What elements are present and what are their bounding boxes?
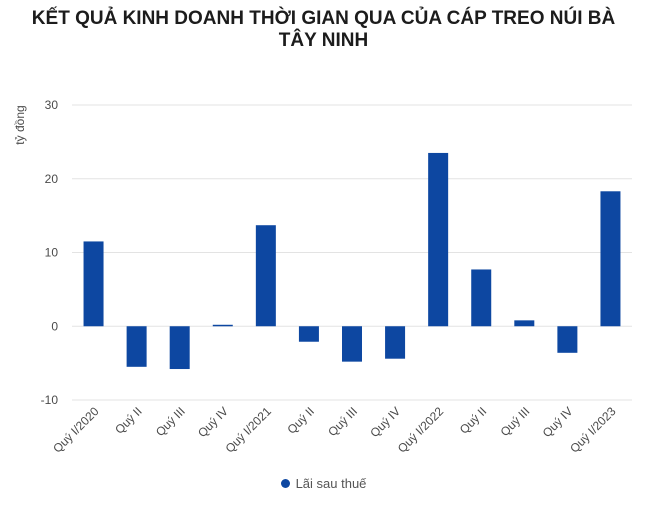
- bar: [428, 152, 449, 327]
- legend-marker: [280, 479, 290, 488]
- x-tick-label: Quý IV: [195, 404, 231, 440]
- x-tick-label: Quý I/2020: [50, 404, 102, 456]
- bar: [514, 320, 535, 327]
- bar: [557, 326, 578, 353]
- y-tick-label: 0: [51, 319, 58, 333]
- x-tick-label: Quý IV: [540, 404, 576, 440]
- grid-lines: [72, 104, 632, 401]
- bar: [212, 324, 233, 327]
- x-tick-label: Quý IV: [367, 404, 403, 440]
- legend: Lãi sau thuế: [0, 476, 647, 491]
- y-tick-label: 20: [45, 172, 59, 186]
- chart-title: KẾT QUẢ KINH DOANH THỜI GIAN QUA CỦA CÁP…: [0, 8, 647, 52]
- y-axis-label: tỷ đồng: [13, 105, 27, 144]
- bar: [126, 326, 147, 367]
- y-tick-label: 30: [45, 98, 59, 112]
- x-tick-label: Quý I/2022: [395, 404, 447, 456]
- chart-title-line-1: KẾT QUẢ KINH DOANH THỜI GIAN QUA CỦA CÁP…: [31, 8, 616, 29]
- x-tick-label: Quý III: [153, 404, 188, 439]
- bar: [471, 269, 492, 327]
- x-tick-label: Quý I/2023: [567, 404, 619, 456]
- x-tick-label: Quý II: [457, 404, 490, 437]
- x-tick-label: Quý III: [325, 404, 360, 439]
- x-tick-label: Quý III: [498, 404, 533, 439]
- bar: [600, 191, 621, 327]
- bar: [255, 225, 276, 327]
- chart-title-line-2: TÂY NINH: [278, 30, 369, 51]
- bar: [342, 326, 362, 362]
- bar: [385, 326, 406, 359]
- x-tick-label: Quý I/2021: [223, 404, 275, 456]
- bars: [83, 152, 621, 370]
- y-tick-label: 10: [45, 246, 59, 260]
- legend-label: Lãi sau thuế: [295, 476, 367, 491]
- y-axis-ticks: 30 20 10 0 -10: [41, 98, 59, 407]
- x-tick-label: Quý II: [112, 404, 145, 437]
- bar: [169, 326, 190, 370]
- bar: [298, 326, 319, 342]
- y-tick-label: -10: [41, 393, 59, 407]
- x-tick-label: Quý II: [285, 404, 318, 437]
- bar: [83, 241, 104, 327]
